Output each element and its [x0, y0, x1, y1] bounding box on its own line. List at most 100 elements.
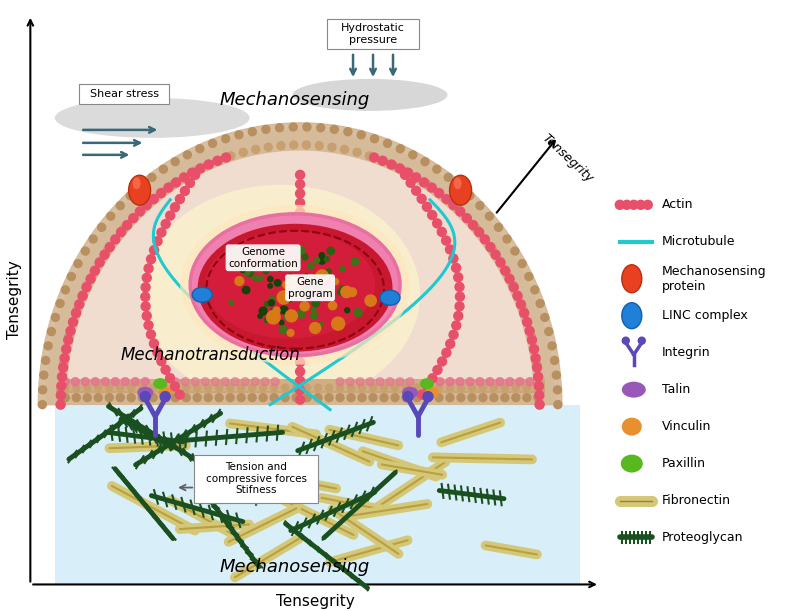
- Circle shape: [314, 258, 320, 263]
- Circle shape: [67, 273, 75, 280]
- Circle shape: [295, 264, 305, 273]
- Circle shape: [295, 283, 305, 291]
- Circle shape: [474, 228, 484, 236]
- Circle shape: [541, 313, 549, 321]
- Circle shape: [390, 161, 398, 169]
- Circle shape: [281, 393, 289, 401]
- Circle shape: [338, 290, 342, 295]
- Circle shape: [56, 400, 65, 409]
- Circle shape: [346, 378, 354, 386]
- Circle shape: [422, 202, 431, 211]
- Circle shape: [295, 348, 305, 357]
- Circle shape: [248, 128, 256, 136]
- Circle shape: [235, 131, 243, 139]
- Circle shape: [137, 182, 145, 190]
- Circle shape: [511, 247, 519, 255]
- Circle shape: [290, 276, 301, 287]
- Circle shape: [142, 378, 150, 386]
- Circle shape: [106, 393, 114, 401]
- Circle shape: [518, 260, 526, 268]
- Ellipse shape: [454, 177, 462, 189]
- Circle shape: [279, 320, 284, 325]
- Circle shape: [455, 302, 464, 311]
- Circle shape: [194, 384, 201, 391]
- Circle shape: [84, 384, 90, 391]
- Circle shape: [340, 266, 345, 271]
- Text: Paxillin: Paxillin: [662, 457, 706, 470]
- Circle shape: [424, 393, 432, 401]
- Circle shape: [476, 378, 484, 386]
- Ellipse shape: [450, 175, 471, 205]
- Circle shape: [456, 207, 465, 216]
- Text: Proteoglycan: Proteoglycan: [662, 531, 743, 544]
- Circle shape: [166, 211, 174, 220]
- Circle shape: [262, 125, 270, 133]
- Circle shape: [386, 378, 394, 386]
- Circle shape: [489, 246, 497, 254]
- Circle shape: [449, 330, 458, 339]
- Circle shape: [329, 301, 337, 310]
- Circle shape: [96, 257, 104, 265]
- Circle shape: [204, 393, 212, 401]
- Circle shape: [446, 384, 454, 391]
- Circle shape: [89, 235, 97, 243]
- Circle shape: [191, 167, 199, 175]
- Circle shape: [438, 357, 446, 366]
- Ellipse shape: [190, 214, 400, 356]
- Circle shape: [47, 327, 55, 335]
- Ellipse shape: [293, 79, 447, 111]
- Circle shape: [249, 384, 256, 391]
- Circle shape: [94, 393, 102, 401]
- Circle shape: [182, 384, 190, 391]
- Circle shape: [311, 280, 318, 287]
- Circle shape: [295, 329, 305, 338]
- Ellipse shape: [192, 287, 212, 302]
- Circle shape: [82, 378, 90, 386]
- Circle shape: [287, 284, 292, 290]
- Circle shape: [216, 384, 222, 391]
- Circle shape: [454, 205, 462, 213]
- Circle shape: [517, 300, 526, 309]
- Circle shape: [295, 255, 305, 263]
- Circle shape: [264, 143, 272, 151]
- Circle shape: [423, 392, 433, 401]
- Circle shape: [351, 258, 359, 266]
- Circle shape: [332, 317, 345, 330]
- Circle shape: [38, 401, 46, 409]
- Circle shape: [106, 384, 113, 391]
- Circle shape: [502, 384, 508, 391]
- Circle shape: [455, 292, 465, 301]
- Text: Tensegrity: Tensegrity: [276, 594, 354, 609]
- Circle shape: [454, 273, 462, 282]
- Circle shape: [270, 308, 275, 312]
- Circle shape: [303, 393, 311, 401]
- Circle shape: [146, 330, 155, 339]
- Polygon shape: [60, 379, 545, 393]
- Circle shape: [172, 384, 178, 391]
- Circle shape: [412, 186, 421, 196]
- Circle shape: [417, 194, 426, 203]
- Circle shape: [454, 312, 462, 320]
- Circle shape: [284, 315, 289, 320]
- Circle shape: [295, 180, 305, 189]
- Circle shape: [503, 235, 511, 243]
- Circle shape: [180, 174, 188, 181]
- Circle shape: [336, 378, 344, 386]
- Circle shape: [231, 249, 238, 255]
- Text: Mechanosensing: Mechanosensing: [220, 91, 370, 109]
- Circle shape: [164, 183, 173, 192]
- Circle shape: [435, 393, 443, 401]
- Circle shape: [91, 378, 99, 386]
- Polygon shape: [60, 390, 545, 404]
- Circle shape: [472, 224, 480, 232]
- Circle shape: [438, 227, 446, 236]
- Circle shape: [533, 359, 541, 367]
- Circle shape: [295, 367, 305, 376]
- Circle shape: [314, 279, 322, 287]
- Circle shape: [57, 381, 66, 390]
- Circle shape: [413, 393, 421, 401]
- Circle shape: [638, 337, 646, 344]
- Circle shape: [449, 254, 458, 263]
- Circle shape: [425, 384, 431, 391]
- Circle shape: [525, 326, 534, 335]
